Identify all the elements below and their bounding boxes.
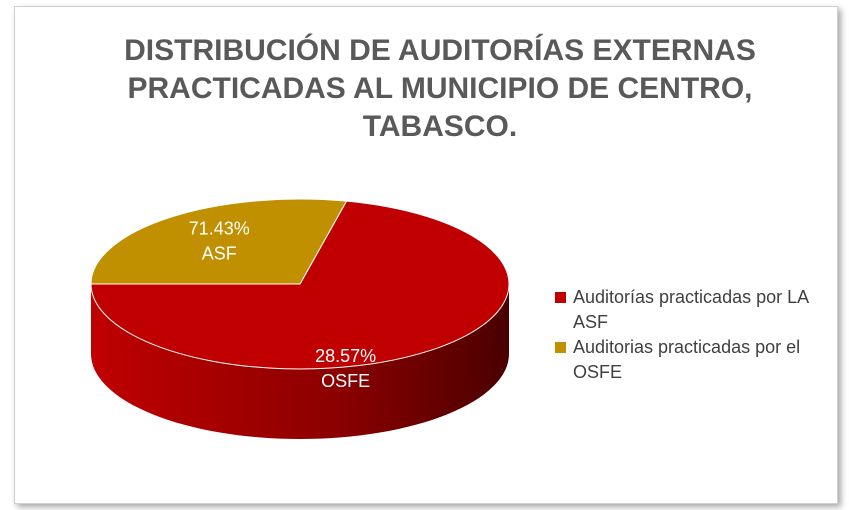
data-label: ASF [202,244,237,264]
legend-swatch [555,292,566,303]
chart-title: PRACTICADAS AL MUNICIPIO DE CENTRO, [127,72,752,105]
legend-swatch [555,342,566,353]
chart-title: DISTRIBUCIÓN DE AUDITORÍAS EXTERNAS [124,33,756,67]
data-label: 71.43% [189,219,250,239]
pie-slice [90,200,510,370]
legend-item: Auditorías practicadas por LA ASF [555,285,830,335]
pie-side [91,284,509,439]
legend-label: Auditorías practicadas por LA ASF [573,287,809,332]
chart-title: TABASCO. [363,110,517,143]
legend-label: Auditorias practicadas por el OSFE [573,337,801,382]
legend-item: Auditorias practicadas por el OSFE [555,335,830,385]
data-label: 28.57% [315,346,376,366]
data-label: OSFE [321,371,370,391]
pie-slice [90,198,348,285]
